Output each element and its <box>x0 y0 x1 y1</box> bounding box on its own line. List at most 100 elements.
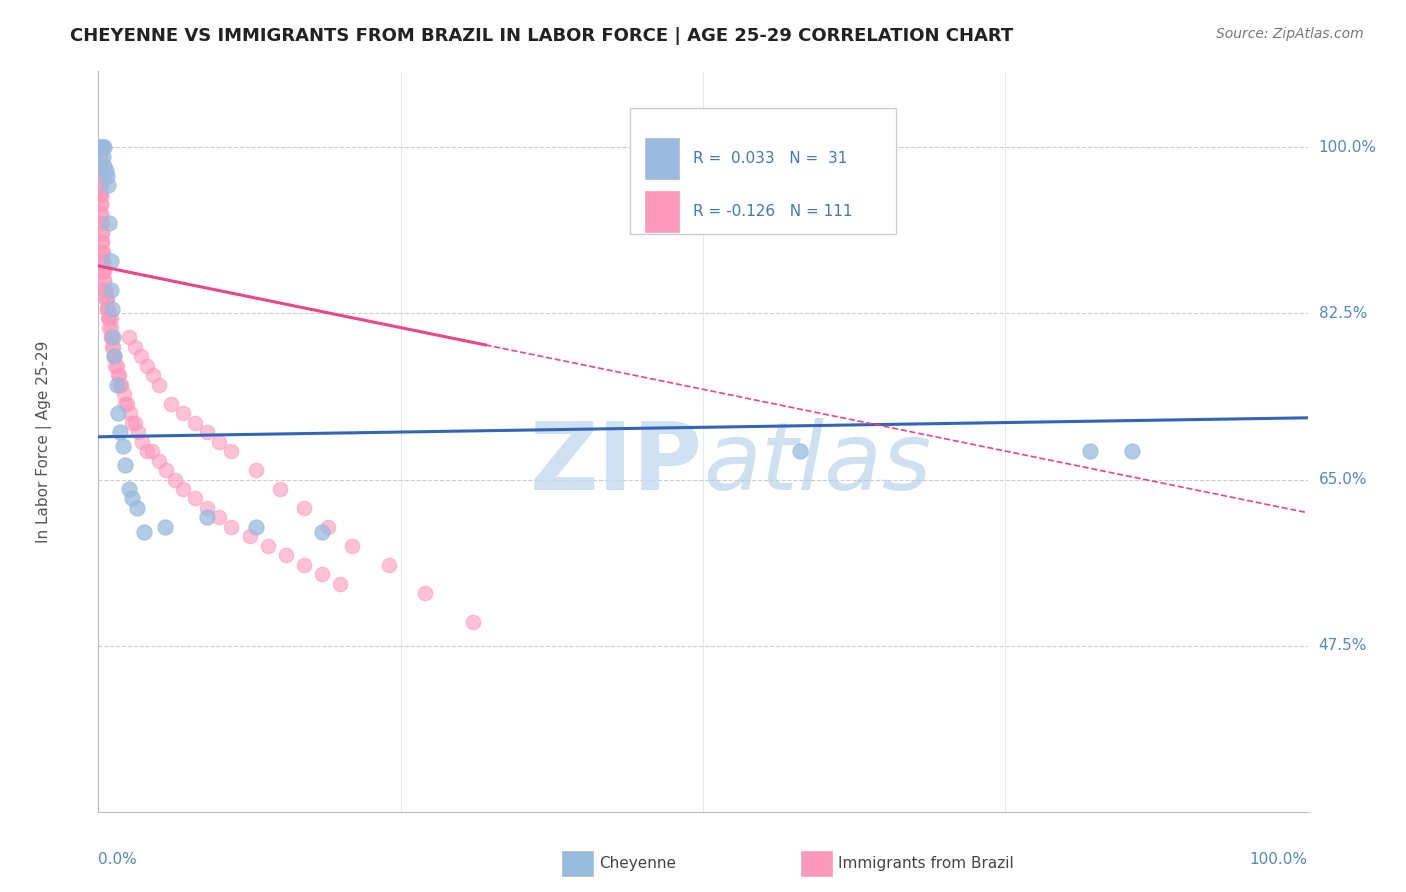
Point <box>107 406 129 420</box>
Point <box>195 510 218 524</box>
Point <box>269 482 291 496</box>
Point <box>91 140 114 154</box>
Point <box>89 140 111 154</box>
Point <box>103 349 125 363</box>
Point <box>129 349 152 363</box>
Point <box>91 254 114 268</box>
Point <box>100 311 122 326</box>
Point <box>89 150 111 164</box>
Point <box>118 482 141 496</box>
Point <box>127 500 149 515</box>
Point <box>89 150 111 164</box>
Point <box>100 283 122 297</box>
Point <box>245 463 267 477</box>
Point <box>90 197 112 211</box>
Point <box>1078 444 1101 458</box>
Point <box>91 235 114 250</box>
Point <box>89 140 111 154</box>
Text: atlas: atlas <box>703 418 931 509</box>
Point <box>98 311 121 326</box>
Point <box>100 330 122 344</box>
Text: Immigrants from Brazil: Immigrants from Brazil <box>838 856 1014 871</box>
Point <box>117 396 139 410</box>
Point <box>94 292 117 306</box>
Point <box>90 216 112 230</box>
Point <box>100 340 122 354</box>
Point <box>91 263 114 277</box>
Point <box>311 567 333 582</box>
Point <box>245 520 267 534</box>
Text: 0.0%: 0.0% <box>98 853 138 867</box>
Point <box>789 444 811 458</box>
Point <box>90 216 112 230</box>
Point <box>91 244 114 259</box>
Point <box>292 500 315 515</box>
Point <box>1121 444 1143 458</box>
Point <box>108 425 131 439</box>
Point <box>96 301 118 316</box>
Point <box>172 482 194 496</box>
Point <box>184 491 207 506</box>
Point <box>90 140 112 154</box>
Text: In Labor Force | Age 25-29: In Labor Force | Age 25-29 <box>37 341 52 542</box>
Text: Source: ZipAtlas.com: Source: ZipAtlas.com <box>1216 27 1364 41</box>
Point <box>118 330 141 344</box>
Text: 65.0%: 65.0% <box>1319 472 1367 487</box>
Point <box>127 425 149 439</box>
Point <box>103 349 125 363</box>
Bar <box>645 138 679 179</box>
Point <box>121 416 143 430</box>
Point <box>90 197 112 211</box>
Point <box>97 311 120 326</box>
Point <box>94 164 117 178</box>
Point <box>274 549 297 563</box>
Point <box>160 396 183 410</box>
Text: 100.0%: 100.0% <box>1250 853 1308 867</box>
Point <box>93 159 115 173</box>
Text: 100.0%: 100.0% <box>1319 140 1376 155</box>
Point <box>104 359 127 373</box>
Point <box>195 500 218 515</box>
Point <box>135 359 157 373</box>
Point <box>96 169 118 183</box>
Point <box>100 320 122 334</box>
Point <box>91 254 114 268</box>
Point <box>91 244 114 259</box>
Point <box>342 539 364 553</box>
Point <box>93 273 115 287</box>
Point <box>110 377 132 392</box>
Point <box>90 207 112 221</box>
Point <box>89 178 111 193</box>
Point <box>256 539 278 553</box>
Point <box>90 187 112 202</box>
Point <box>311 524 333 539</box>
Point <box>105 377 128 392</box>
Point <box>221 444 243 458</box>
Point <box>91 140 114 154</box>
Point <box>239 529 262 543</box>
Point <box>93 273 115 287</box>
Point <box>97 301 120 316</box>
Point <box>89 159 111 173</box>
Text: R =  0.033   N =  31: R = 0.033 N = 31 <box>693 152 848 166</box>
Bar <box>630 108 897 235</box>
Point <box>91 150 114 164</box>
Point <box>96 292 118 306</box>
Point <box>98 311 121 326</box>
Point <box>172 406 194 420</box>
Point <box>89 140 111 154</box>
Point <box>98 216 121 230</box>
Point <box>91 244 114 259</box>
Point <box>100 330 122 344</box>
Point <box>105 359 128 373</box>
Point <box>292 558 315 572</box>
Point <box>114 396 136 410</box>
Point <box>221 520 243 534</box>
Point <box>91 254 114 268</box>
Point <box>97 178 120 193</box>
Point <box>195 425 218 439</box>
Point <box>94 292 117 306</box>
Point <box>208 510 231 524</box>
Point <box>316 520 339 534</box>
Text: R = -0.126   N = 111: R = -0.126 N = 111 <box>693 204 853 219</box>
